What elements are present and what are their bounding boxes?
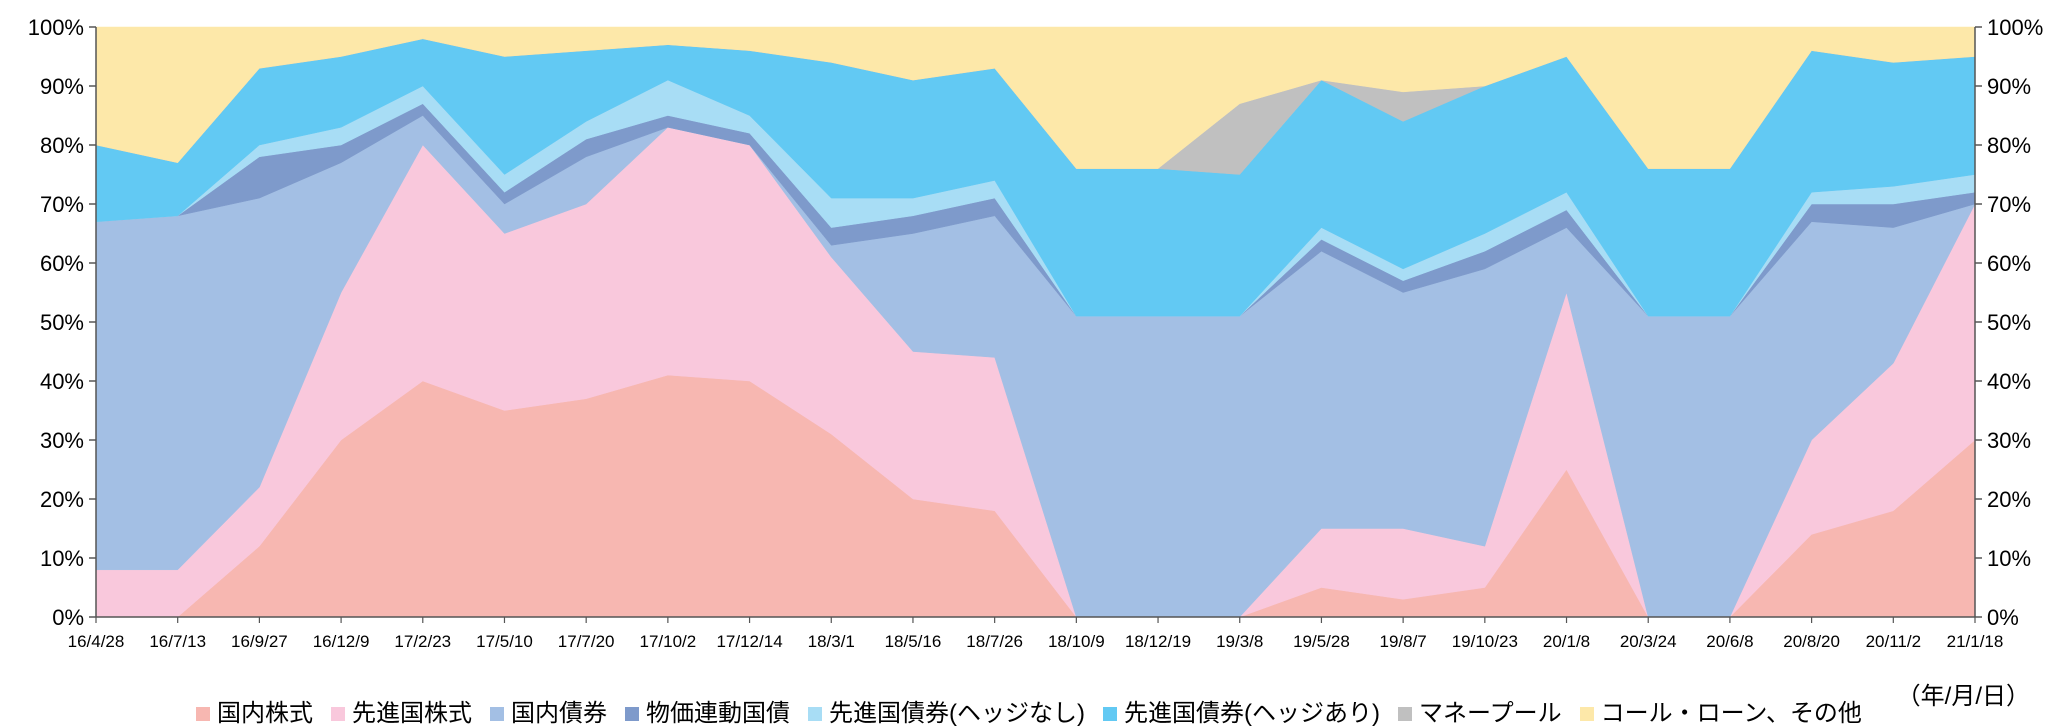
x-tick-label: 17/2/23: [394, 632, 451, 651]
x-tick-label: 16/9/27: [231, 632, 288, 651]
y-tick-label-right: 40%: [1987, 369, 2031, 394]
legend-item: 先進国債券(ヘッジあり): [1103, 700, 1380, 727]
y-tick-label-left: 20%: [40, 487, 84, 512]
x-tick-label: 16/4/28: [68, 632, 125, 651]
x-tick-label: 19/8/7: [1379, 632, 1426, 651]
y-tick-label-left: 10%: [40, 546, 84, 571]
x-tick-label: 19/5/28: [1293, 632, 1350, 651]
legend-label: 国内債券: [511, 700, 608, 727]
legend-item: マネープール: [1398, 700, 1562, 727]
legend-swatch: [196, 706, 211, 721]
legend-swatch: [331, 706, 346, 721]
x-tick-label: 20/11/2: [1866, 632, 1921, 651]
x-tick-label: 17/7/20: [558, 632, 615, 651]
x-tick-label: 18/7/26: [966, 632, 1023, 651]
x-tick-label: 19/10/23: [1452, 632, 1518, 651]
legend-item: 国内株式: [196, 700, 313, 727]
legend-swatch: [1579, 706, 1594, 721]
chart-axes: [89, 26, 1982, 623]
x-tick-label: 18/10/9: [1048, 632, 1105, 651]
legend-swatch: [808, 706, 823, 721]
y-tick-label-right: 70%: [1987, 192, 2031, 217]
y-tick-label-left: 80%: [40, 133, 84, 158]
x-tick-label: 21/1/18: [1947, 632, 2004, 651]
legend-label: マネープール: [1419, 700, 1562, 727]
y-tick-label-right: 60%: [1987, 251, 2031, 276]
y-tick-label-left: 60%: [40, 251, 84, 276]
legend-label: 国内株式: [217, 700, 314, 727]
x-tick-label: 18/5/16: [885, 632, 942, 651]
y-axis-right: 0% 10% 20% 30% 40% 50% 60% 70% 80% 90% 100%: [1987, 15, 2043, 630]
x-tick-label: 20/3/24: [1620, 632, 1677, 651]
legend-swatch: [1398, 706, 1413, 721]
x-unit-label: （年/月/日）: [1896, 683, 2030, 710]
legend-swatch: [1103, 706, 1118, 721]
chart-areas: [95, 26, 1976, 618]
y-tick-label-right: 10%: [1987, 546, 2031, 571]
y-tick-label-right: 50%: [1987, 310, 2031, 335]
y-tick-label-left: 90%: [40, 74, 84, 99]
y-tick-label-right: 0%: [1987, 605, 2019, 630]
y-tick-label-left: 30%: [40, 428, 84, 453]
x-tick-label: 16/7/13: [149, 632, 206, 651]
chart-legend: 国内株式 先進国株式 国内債券 物価連動国債 先進国債券(ヘッジなし) 先進国債券(ヘッジ…: [0, 700, 2058, 727]
y-tick-label-left: 100%: [28, 15, 84, 40]
legend-label: コール・ローン、その他: [1600, 700, 1862, 727]
legend-label: 先進国債券(ヘッジあり): [1124, 700, 1381, 727]
x-tick-label: 20/1/8: [1543, 632, 1590, 651]
legend-item: 先進国株式: [331, 700, 472, 727]
legend-item: 先進国債券(ヘッジなし): [808, 700, 1085, 727]
x-tick-label: 20/6/8: [1706, 632, 1753, 651]
x-tick-label: 17/5/10: [476, 632, 533, 651]
legend-label: 先進国株式: [352, 700, 473, 727]
y-tick-label-right: 30%: [1987, 428, 2031, 453]
legend-swatch: [625, 706, 640, 721]
y-tick-label-right: 20%: [1987, 487, 2031, 512]
y-axis-left: 0% 10% 20% 30% 40% 50% 60% 70% 80% 90% 100%: [28, 15, 84, 630]
x-tick-label: 20/8/20: [1783, 632, 1840, 651]
x-tick-label: 17/12/14: [716, 632, 782, 651]
y-tick-label-left: 0%: [52, 605, 84, 630]
legend-item: コール・ローン、その他: [1579, 700, 1862, 727]
x-tick-label: 19/3/8: [1216, 632, 1263, 651]
x-tick-label: 17/10/2: [640, 632, 697, 651]
y-tick-label-right: 80%: [1987, 133, 2031, 158]
y-tick-label-right: 100%: [1987, 15, 2043, 40]
y-tick-label-left: 70%: [40, 192, 84, 217]
y-tick-label-left: 40%: [40, 369, 84, 394]
x-axis: 16/4/28 16/7/13 16/9/27 16/12/9 17/2/23 17/5/…: [68, 632, 2004, 651]
x-tick-label: 16/12/9: [313, 632, 370, 651]
x-tick-label: 18/3/1: [808, 632, 855, 651]
x-tick-label: 18/12/19: [1125, 632, 1191, 651]
legend-label: 先進国債券(ヘッジなし): [829, 700, 1086, 727]
y-tick-label-right: 90%: [1987, 74, 2031, 99]
legend-label: 物価連動国債: [646, 700, 791, 727]
legend-item: 国内債券: [490, 700, 607, 727]
y-tick-label-left: 50%: [40, 310, 84, 335]
legend-item: 物価連動国債: [625, 700, 790, 727]
legend-swatch: [490, 706, 505, 721]
